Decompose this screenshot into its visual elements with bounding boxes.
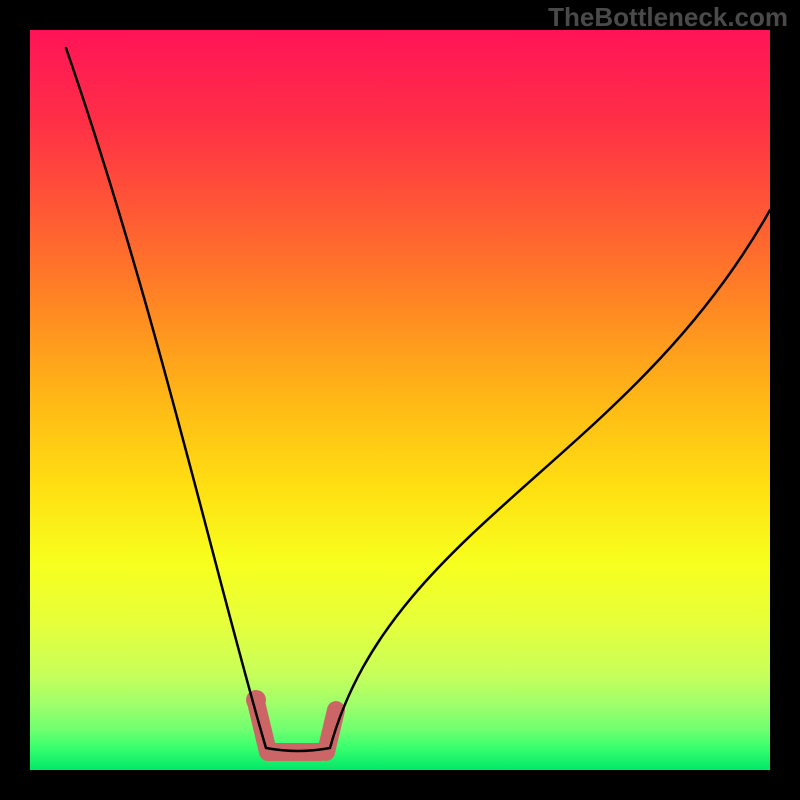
curve-layer	[30, 30, 770, 770]
bottleneck-curve	[66, 48, 770, 751]
plot-area	[30, 30, 770, 770]
watermark-text: TheBottleneck.com	[548, 2, 788, 33]
